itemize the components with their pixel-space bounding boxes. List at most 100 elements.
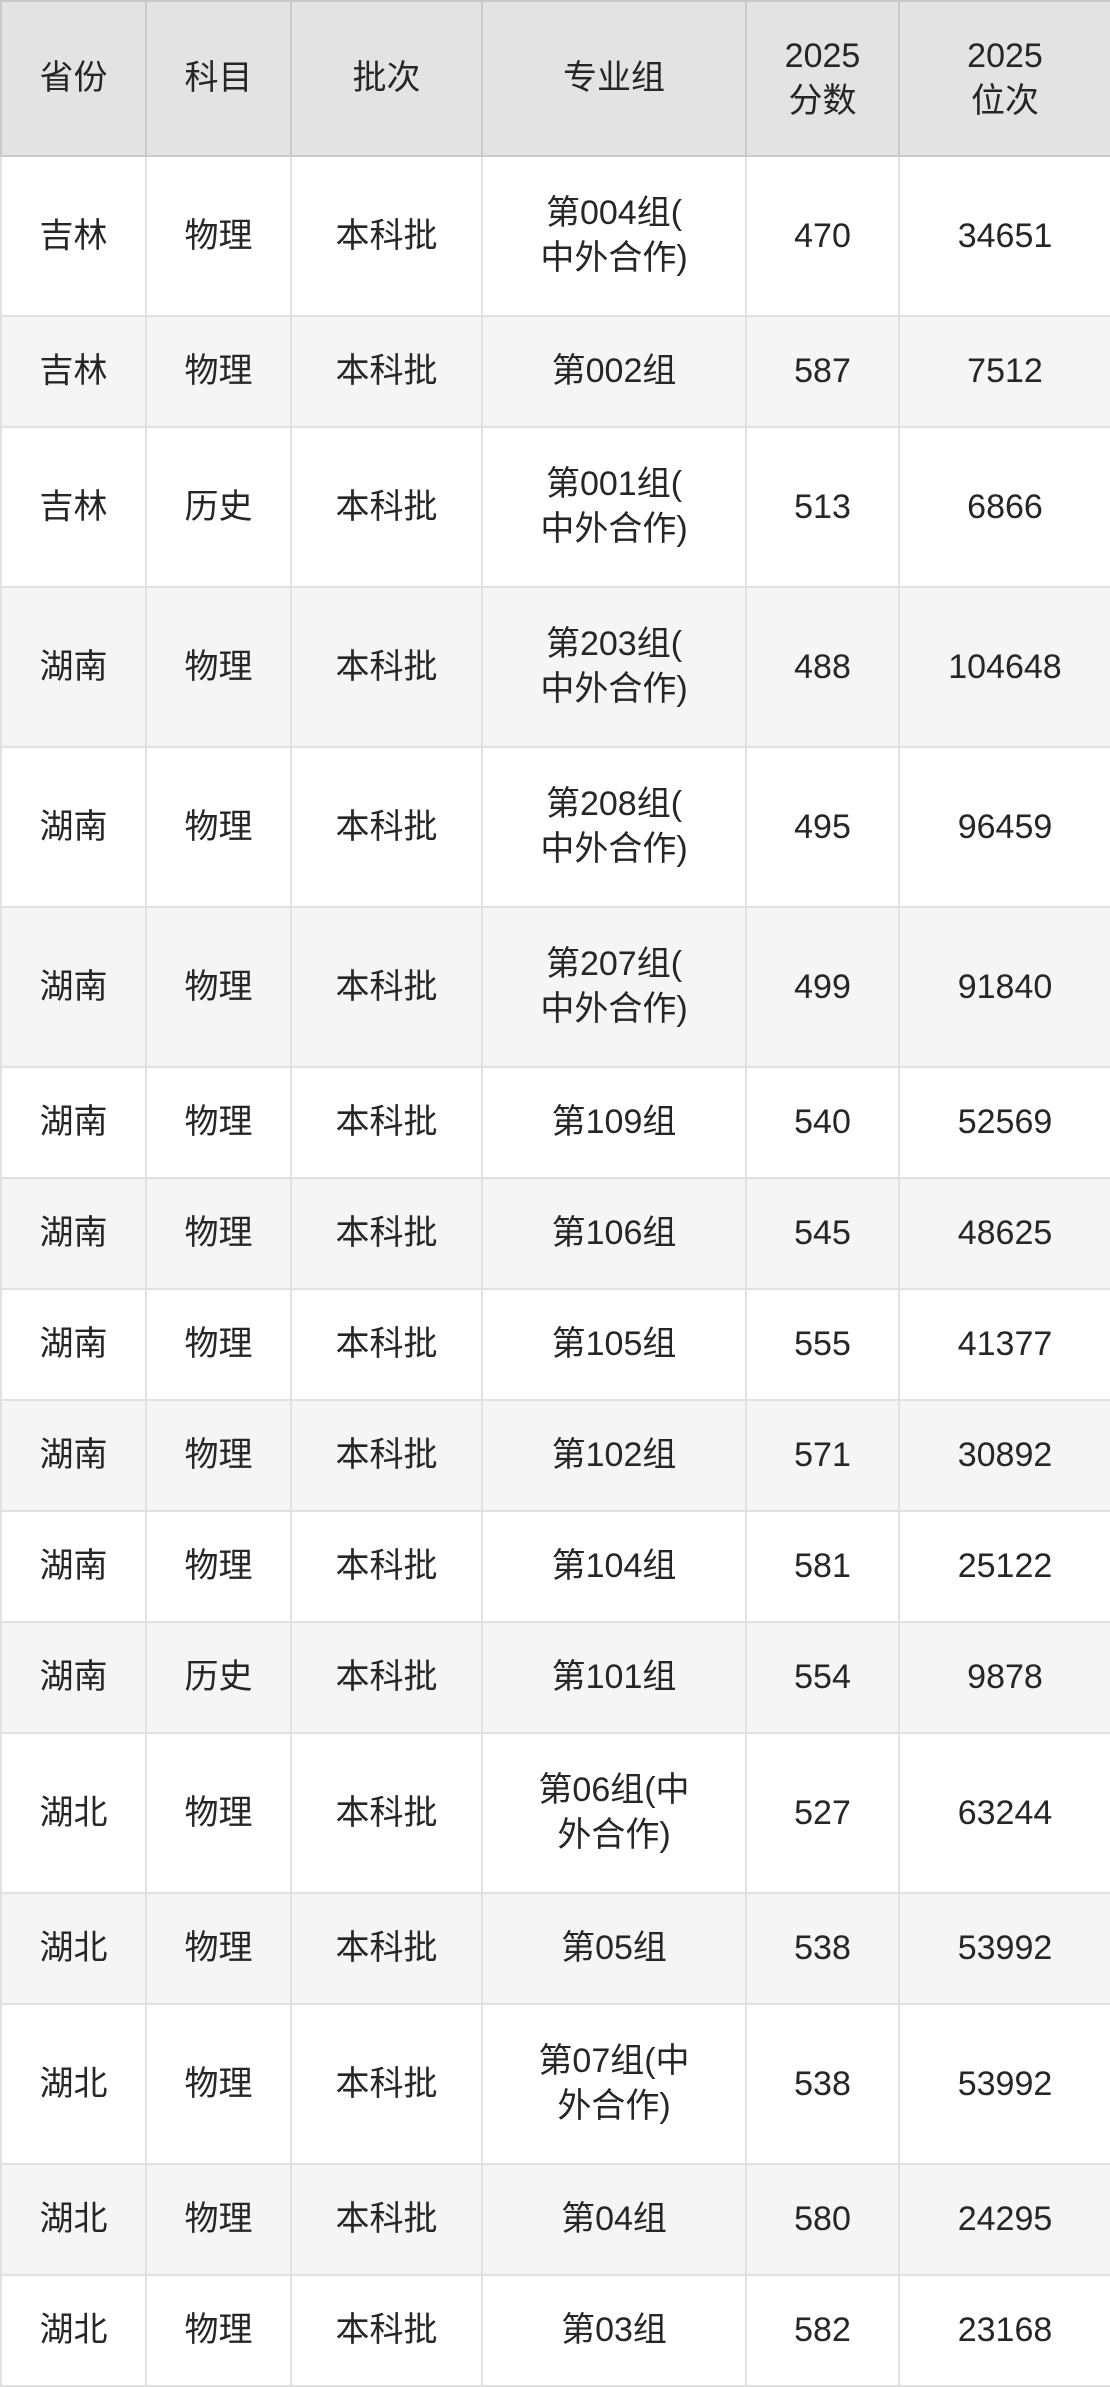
cell-subject: 物理 [145, 906, 292, 1068]
cell-score: 582 [745, 2274, 900, 2387]
cell-rank: 91840 [898, 906, 1110, 1068]
cell-batch: 本科批 [290, 155, 483, 317]
cell-province: 湖北 [0, 1732, 147, 1894]
cell-batch: 本科批 [290, 426, 483, 588]
cell-score: 540 [745, 1066, 900, 1179]
cell-province: 湖南 [0, 1621, 147, 1734]
cell-subject: 物理 [145, 2274, 292, 2387]
cell-batch: 本科批 [290, 1066, 483, 1179]
cell-batch: 本科批 [290, 2003, 483, 2165]
cell-subject: 物理 [145, 746, 292, 908]
cell-group: 第004组( 中外合作) [481, 155, 747, 317]
cell-rank: 34651 [898, 155, 1110, 317]
cell-subject: 物理 [145, 1892, 292, 2005]
cell-batch: 本科批 [290, 586, 483, 748]
cell-rank: 24295 [898, 2163, 1110, 2276]
cell-subject: 物理 [145, 1399, 292, 1512]
cell-rank: 23168 [898, 2274, 1110, 2387]
cell-subject: 历史 [145, 426, 292, 588]
cell-rank: 53992 [898, 2003, 1110, 2165]
cell-province: 湖北 [0, 2274, 147, 2387]
cell-score: 538 [745, 2003, 900, 2165]
table-row: 吉林 物理 本科批 第004组( 中外合作) 470 34651 [0, 155, 1110, 317]
cell-batch: 本科批 [290, 2274, 483, 2387]
cell-group: 第208组( 中外合作) [481, 746, 747, 908]
table-row: 湖北 物理 本科批 第03组 582 23168 [0, 2274, 1110, 2387]
cell-rank: 7512 [898, 315, 1110, 428]
table-row: 湖南 物理 本科批 第207组( 中外合作) 499 91840 [0, 906, 1110, 1068]
cell-province: 湖北 [0, 1892, 147, 2005]
cell-batch: 本科批 [290, 2163, 483, 2276]
cell-batch: 本科批 [290, 1177, 483, 1290]
cell-group: 第102组 [481, 1399, 747, 1512]
cell-province: 湖南 [0, 1288, 147, 1401]
column-header-batch: 批次 [290, 0, 483, 157]
cell-group: 第109组 [481, 1066, 747, 1179]
table-row: 湖南 物理 本科批 第102组 571 30892 [0, 1399, 1110, 1512]
cell-province: 吉林 [0, 155, 147, 317]
cell-rank: 48625 [898, 1177, 1110, 1290]
cell-group: 第04组 [481, 2163, 747, 2276]
cell-province: 吉林 [0, 426, 147, 588]
table-row: 湖南 物理 本科批 第208组( 中外合作) 495 96459 [0, 746, 1110, 908]
header-row: 省份 科目 批次 专业组 2025 分数 2025 位次 [0, 0, 1110, 157]
cell-province: 湖南 [0, 1066, 147, 1179]
cell-subject: 物理 [145, 1732, 292, 1894]
table-body: 吉林 物理 本科批 第004组( 中外合作) 470 34651 吉林 物理 本科批 第002组 5… [0, 155, 1110, 2387]
cell-batch: 本科批 [290, 1399, 483, 1512]
cell-rank: 30892 [898, 1399, 1110, 1512]
column-header-rank-2025: 2025 位次 [898, 0, 1110, 157]
column-header-score-2025: 2025 分数 [745, 0, 900, 157]
table-row: 吉林 历史 本科批 第001组( 中外合作) 513 6866 [0, 426, 1110, 588]
cell-rank: 63244 [898, 1732, 1110, 1894]
cell-rank: 52569 [898, 1066, 1110, 1179]
cell-group: 第03组 [481, 2274, 747, 2387]
cell-batch: 本科批 [290, 1288, 483, 1401]
cell-group: 第101组 [481, 1621, 747, 1734]
cell-province: 湖南 [0, 1399, 147, 1512]
cell-batch: 本科批 [290, 1510, 483, 1623]
cell-subject: 物理 [145, 1288, 292, 1401]
cell-group: 第207组( 中外合作) [481, 906, 747, 1068]
column-header-subject: 科目 [145, 0, 292, 157]
cell-group: 第05组 [481, 1892, 747, 2005]
cell-score: 587 [745, 315, 900, 428]
cell-group: 第106组 [481, 1177, 747, 1290]
cell-score: 499 [745, 906, 900, 1068]
cell-province: 湖南 [0, 1177, 147, 1290]
cell-subject: 历史 [145, 1621, 292, 1734]
cell-score: 580 [745, 2163, 900, 2276]
cell-subject: 物理 [145, 1066, 292, 1179]
cell-subject: 物理 [145, 1510, 292, 1623]
cell-score: 538 [745, 1892, 900, 2005]
cell-score: 571 [745, 1399, 900, 1512]
cell-batch: 本科批 [290, 906, 483, 1068]
cell-batch: 本科批 [290, 1732, 483, 1894]
cell-province: 湖南 [0, 746, 147, 908]
cell-province: 吉林 [0, 315, 147, 428]
cell-province: 湖南 [0, 1510, 147, 1623]
cell-rank: 104648 [898, 586, 1110, 748]
table-header: 省份 科目 批次 专业组 2025 分数 2025 位次 [0, 0, 1110, 157]
column-header-province: 省份 [0, 0, 147, 157]
cell-rank: 9878 [898, 1621, 1110, 1734]
cell-score: 545 [745, 1177, 900, 1290]
cell-batch: 本科批 [290, 315, 483, 428]
cell-subject: 物理 [145, 2163, 292, 2276]
cell-province: 湖北 [0, 2003, 147, 2165]
cell-province: 湖北 [0, 2163, 147, 2276]
cell-province: 湖南 [0, 586, 147, 748]
cell-score: 555 [745, 1288, 900, 1401]
cell-group: 第07组(中 外合作) [481, 2003, 747, 2165]
cell-subject: 物理 [145, 315, 292, 428]
table-row: 湖南 物理 本科批 第104组 581 25122 [0, 1510, 1110, 1623]
cell-rank: 41377 [898, 1288, 1110, 1401]
cell-score: 581 [745, 1510, 900, 1623]
table-row: 湖北 物理 本科批 第07组(中 外合作) 538 53992 [0, 2003, 1110, 2165]
cell-score: 488 [745, 586, 900, 748]
cell-batch: 本科批 [290, 1621, 483, 1734]
cell-rank: 6866 [898, 426, 1110, 588]
cell-group: 第001组( 中外合作) [481, 426, 747, 588]
